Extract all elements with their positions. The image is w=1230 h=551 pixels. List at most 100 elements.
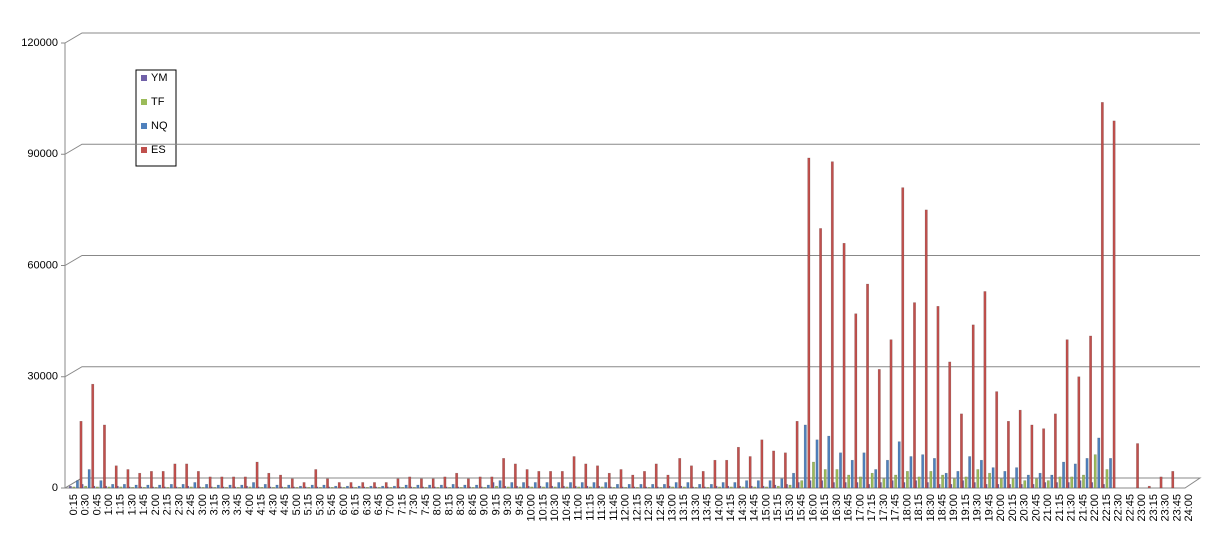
x-tick-label: 1:00 [103, 494, 115, 515]
bar [542, 486, 545, 489]
x-tick-label: 8:30 [455, 494, 467, 515]
bar [807, 157, 811, 489]
x-tick-label: 20:00 [995, 494, 1007, 522]
bar [1082, 474, 1085, 489]
bar [354, 487, 358, 489]
bar [518, 486, 522, 489]
x-tick-label: 12:15 [631, 494, 643, 522]
bar [569, 482, 572, 489]
bar [1062, 461, 1065, 489]
bar [709, 484, 713, 489]
bar [260, 487, 264, 489]
bar [401, 487, 405, 489]
bar [619, 469, 623, 489]
bar [299, 485, 302, 489]
bar [662, 484, 666, 489]
bar [189, 486, 193, 489]
bar [220, 476, 224, 489]
x-tick-label: 3:15 [209, 494, 221, 515]
bar [119, 486, 123, 489]
bar [839, 452, 842, 489]
bar [490, 476, 494, 489]
bar [506, 486, 510, 489]
bar [290, 478, 294, 489]
x-tick-label: 11:45 [608, 494, 620, 521]
bar [545, 482, 549, 489]
bar [272, 487, 275, 489]
x-tick-label: 10:45 [561, 494, 573, 522]
bar [330, 487, 334, 489]
bar [1030, 424, 1034, 489]
bar [225, 487, 228, 489]
x-tick-label: 9:00 [479, 494, 491, 515]
bar [208, 476, 212, 489]
bar [365, 487, 369, 489]
bar [443, 476, 447, 489]
bar [72, 486, 76, 489]
bar [560, 471, 564, 489]
legend-label: ES [151, 144, 166, 156]
bar [384, 482, 388, 489]
legend-swatch [141, 75, 147, 81]
bar [882, 478, 886, 489]
bar [498, 480, 502, 489]
x-tick-label: 1:30 [126, 494, 138, 515]
bar [131, 487, 135, 489]
x-tick-label: 16:00 [807, 494, 819, 522]
x-tick-label: 4:45 [279, 494, 291, 515]
bar [342, 487, 346, 489]
bar [1011, 478, 1015, 489]
x-tick-label: 21:15 [1054, 494, 1066, 522]
bar [240, 484, 244, 489]
bar [404, 484, 408, 489]
x-tick-label: 18:30 [925, 494, 937, 522]
bar [111, 484, 115, 489]
bar [572, 456, 576, 489]
bar [1105, 469, 1109, 489]
x-tick-label: 7:15 [396, 494, 408, 515]
bar [584, 463, 588, 489]
x-tick-label: 5:45 [326, 494, 338, 515]
bar [589, 486, 592, 489]
bar [451, 484, 455, 489]
x-tick-label: 15:15 [772, 494, 784, 522]
x-tick-label: 12:00 [620, 494, 632, 522]
x-tick-label: 7:45 [420, 494, 432, 515]
x-tick-label: 11:30 [596, 494, 608, 521]
x-tick-label: 18:00 [901, 494, 913, 522]
bar [901, 187, 905, 489]
bar [205, 484, 209, 489]
bar [983, 291, 987, 489]
bar [173, 463, 177, 489]
bar [1093, 454, 1097, 489]
bar [788, 484, 792, 489]
x-tick-label: 19:45 [983, 494, 995, 522]
x-tick-label: 23:30 [1160, 494, 1172, 522]
bar [319, 487, 322, 489]
x-tick-label: 7:00 [385, 494, 397, 515]
bar [666, 474, 670, 489]
bar [263, 484, 267, 489]
x-tick-label: 4:15 [256, 494, 268, 515]
bar [647, 487, 651, 489]
bar [295, 487, 299, 489]
x-tick-label: 23:15 [1148, 494, 1160, 522]
bar [361, 482, 365, 489]
bar [580, 482, 584, 489]
bar [635, 487, 639, 489]
bar [196, 471, 200, 489]
bar [976, 469, 980, 489]
bar [612, 487, 616, 489]
bar [349, 482, 353, 489]
bar [988, 472, 992, 489]
bar [530, 486, 534, 489]
bar [600, 486, 604, 489]
bar [745, 480, 749, 489]
bar [952, 478, 956, 489]
x-tick-label: 10:15 [537, 494, 549, 522]
bar [596, 465, 599, 489]
bar [765, 486, 768, 489]
bar [68, 485, 72, 489]
x-tick-label: 19:00 [948, 494, 960, 522]
